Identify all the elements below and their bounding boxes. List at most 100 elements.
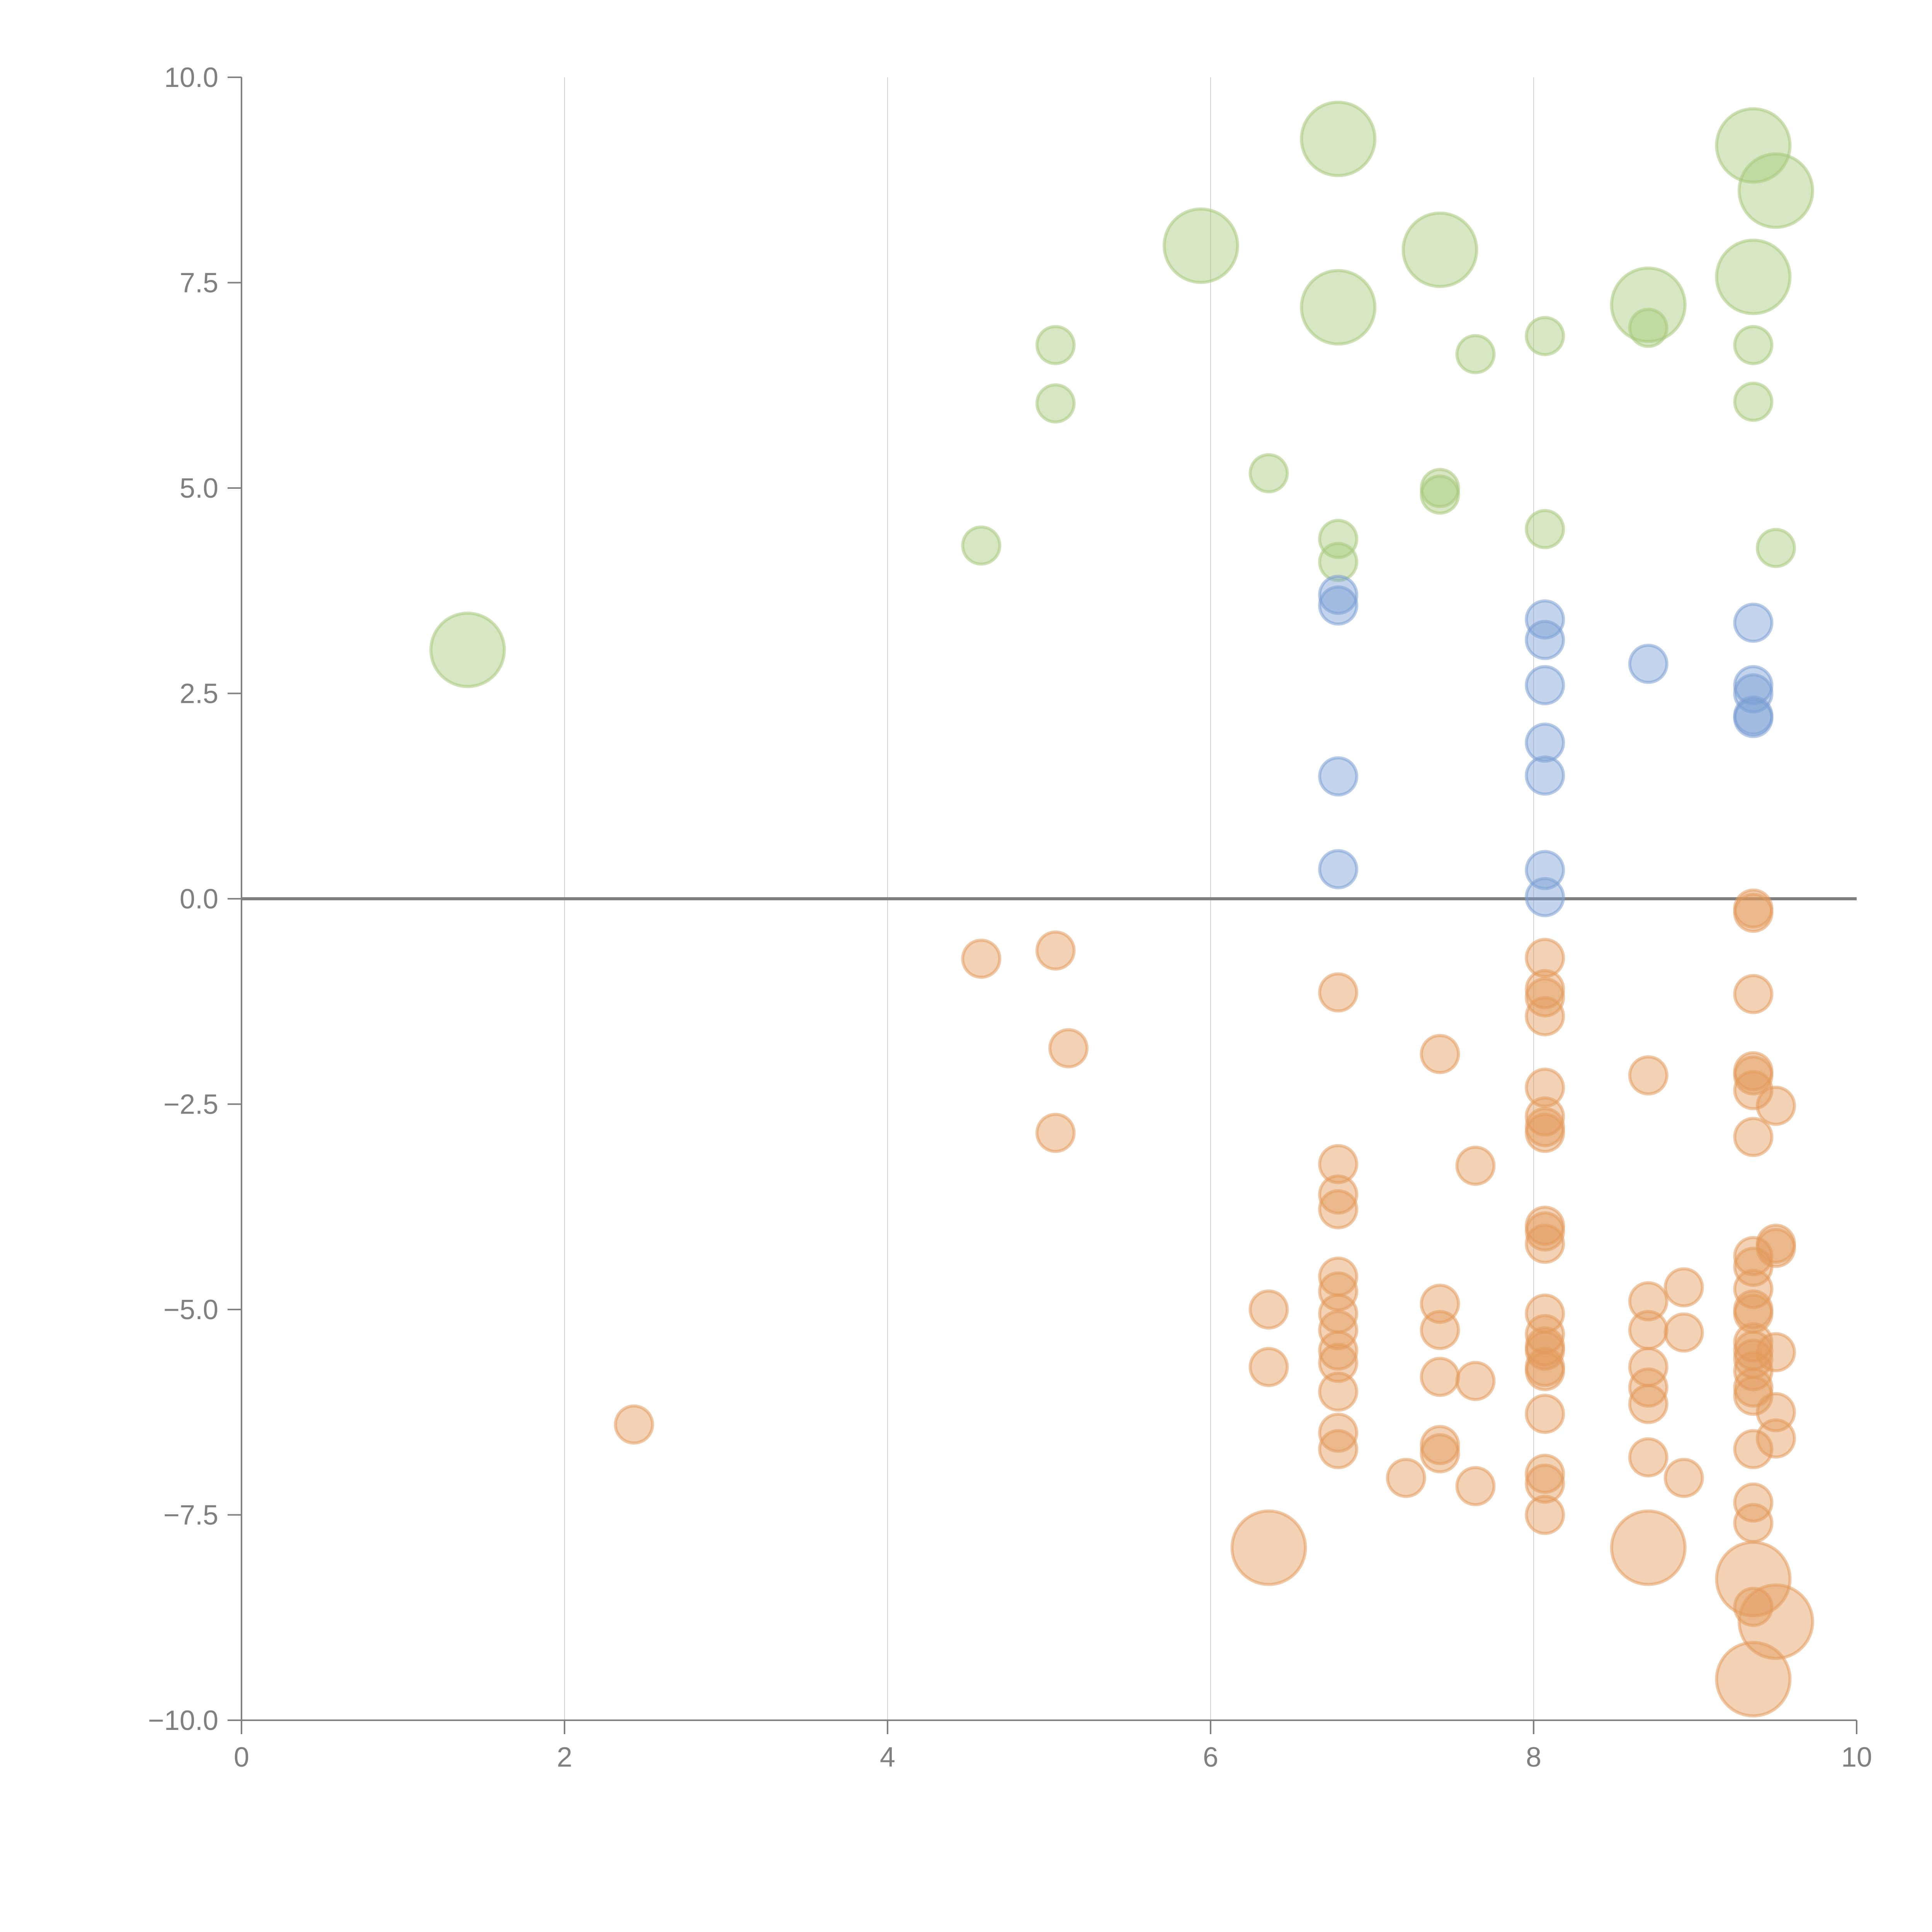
data-point-orange [1420, 1310, 1460, 1350]
data-point-orange [1628, 1437, 1668, 1478]
data-point-orange [1756, 1418, 1796, 1459]
data-point-orange [1525, 938, 1565, 978]
data-point-orange [1628, 1384, 1668, 1424]
data-point-orange [1733, 893, 1774, 933]
data-point-orange [1230, 1509, 1307, 1586]
data-point-orange [1318, 1310, 1359, 1350]
data-point-blue [1525, 723, 1565, 763]
series-orange [614, 888, 1814, 1718]
data-point-green [1715, 107, 1792, 184]
data-point-orange [1525, 1096, 1565, 1137]
data-point-blue [1525, 620, 1565, 660]
x-tick-label: 2 [557, 1742, 572, 1773]
data-point-orange [1733, 1482, 1774, 1523]
data-point-blue [1733, 602, 1774, 643]
data-point-orange [1318, 972, 1359, 1013]
data-point-green [1300, 100, 1377, 177]
x-axis-ticks: 0 2 4 6 8 10 [234, 1720, 1872, 1773]
data-point-orange [1455, 1361, 1496, 1401]
data-point-green [1756, 528, 1796, 568]
data-point-orange [1318, 1189, 1359, 1230]
data-point-green [1455, 334, 1496, 374]
data-point-orange [1663, 1267, 1704, 1308]
y-tick-label: −10.0 [148, 1705, 218, 1736]
x-tick-label: 10 [1841, 1742, 1872, 1773]
data-point-orange [1733, 1587, 1774, 1627]
data-point-orange [1733, 1503, 1774, 1543]
data-point-green [1715, 238, 1792, 315]
data-point-green [1733, 381, 1774, 422]
data-point-blue [1318, 756, 1359, 797]
data-point-green [1401, 211, 1478, 288]
data-point-orange [1628, 1281, 1668, 1321]
data-point-orange [1318, 1371, 1359, 1412]
data-point-orange [1455, 1145, 1496, 1186]
data-point-blue [1733, 698, 1774, 738]
data-point-orange [1756, 1085, 1796, 1126]
data-point-orange [1318, 1330, 1359, 1371]
x-tick-label: 6 [1203, 1742, 1218, 1773]
data-point-blue [1318, 849, 1359, 889]
data-point-orange [1048, 1028, 1089, 1068]
y-tick-label: 10.0 [164, 62, 218, 93]
data-point-orange [1525, 1112, 1565, 1153]
data-point-orange [1525, 1351, 1565, 1391]
data-point-orange [1733, 1117, 1774, 1157]
data-point-orange [1455, 1466, 1496, 1507]
y-tick-label: 0.0 [180, 884, 218, 915]
x-tick-label: 8 [1526, 1742, 1541, 1773]
y-tick-label: 7.5 [180, 268, 218, 299]
data-point-orange [1733, 1070, 1774, 1111]
data-point-orange [1525, 1454, 1565, 1494]
data-point-green [1420, 474, 1460, 515]
data-point-green [1162, 207, 1239, 284]
data-point-green [1733, 325, 1774, 366]
data-point-green [1300, 269, 1377, 346]
data-point-green [1628, 308, 1668, 348]
data-point-orange [1756, 1332, 1796, 1372]
data-point-orange [1318, 1343, 1359, 1383]
data-point-orange [1733, 1376, 1774, 1416]
data-point-orange [1420, 1433, 1460, 1474]
data-point-orange [1610, 1509, 1687, 1586]
data-point-orange [1318, 1144, 1359, 1184]
data-point-orange [1525, 996, 1565, 1037]
data-point-orange [1035, 1112, 1076, 1153]
y-tick-label: −5.0 [163, 1294, 218, 1325]
data-point-blue [1525, 599, 1565, 640]
data-point-blue [1525, 850, 1565, 890]
data-point-green [961, 525, 1002, 566]
data-point-orange [1525, 1330, 1565, 1371]
data-point-orange [1733, 1429, 1774, 1469]
data-point-orange [1248, 1347, 1289, 1387]
data-point-orange [1628, 1055, 1668, 1096]
data-point-orange [1715, 1641, 1792, 1718]
data-point-green [1525, 316, 1565, 356]
data-point-orange [1525, 1394, 1565, 1434]
data-point-orange [1525, 1495, 1565, 1535]
data-point-green [1248, 453, 1289, 493]
data-point-green [1318, 519, 1359, 559]
data-point-green [429, 611, 506, 688]
data-point-orange [1715, 1541, 1792, 1617]
data-point-blue [1318, 575, 1359, 615]
data-point-orange [1318, 1174, 1359, 1215]
y-axis-ticks: 10.0 7.5 5.0 2.5 0.0 −2.5 −5.0 −7.5 −10.0 [148, 62, 242, 1736]
series-blue [1318, 575, 1774, 917]
data-point-orange [1738, 1583, 1814, 1660]
y-tick-label: −2.5 [163, 1089, 218, 1120]
data-point-blue [1525, 755, 1565, 796]
data-point-orange [1525, 1211, 1565, 1252]
data-point-green [1318, 542, 1359, 582]
data-point-green [1035, 325, 1076, 366]
data-point-orange [1756, 1228, 1796, 1268]
data-point-blue [1525, 665, 1565, 706]
data-point-green [1738, 152, 1814, 229]
data-point-blue [1628, 643, 1668, 684]
data-point-orange [1525, 1223, 1565, 1264]
data-point-orange [1386, 1458, 1426, 1498]
data-point-blue [1525, 877, 1565, 917]
data-point-green [1035, 383, 1076, 424]
data-point-orange [1318, 1429, 1359, 1469]
